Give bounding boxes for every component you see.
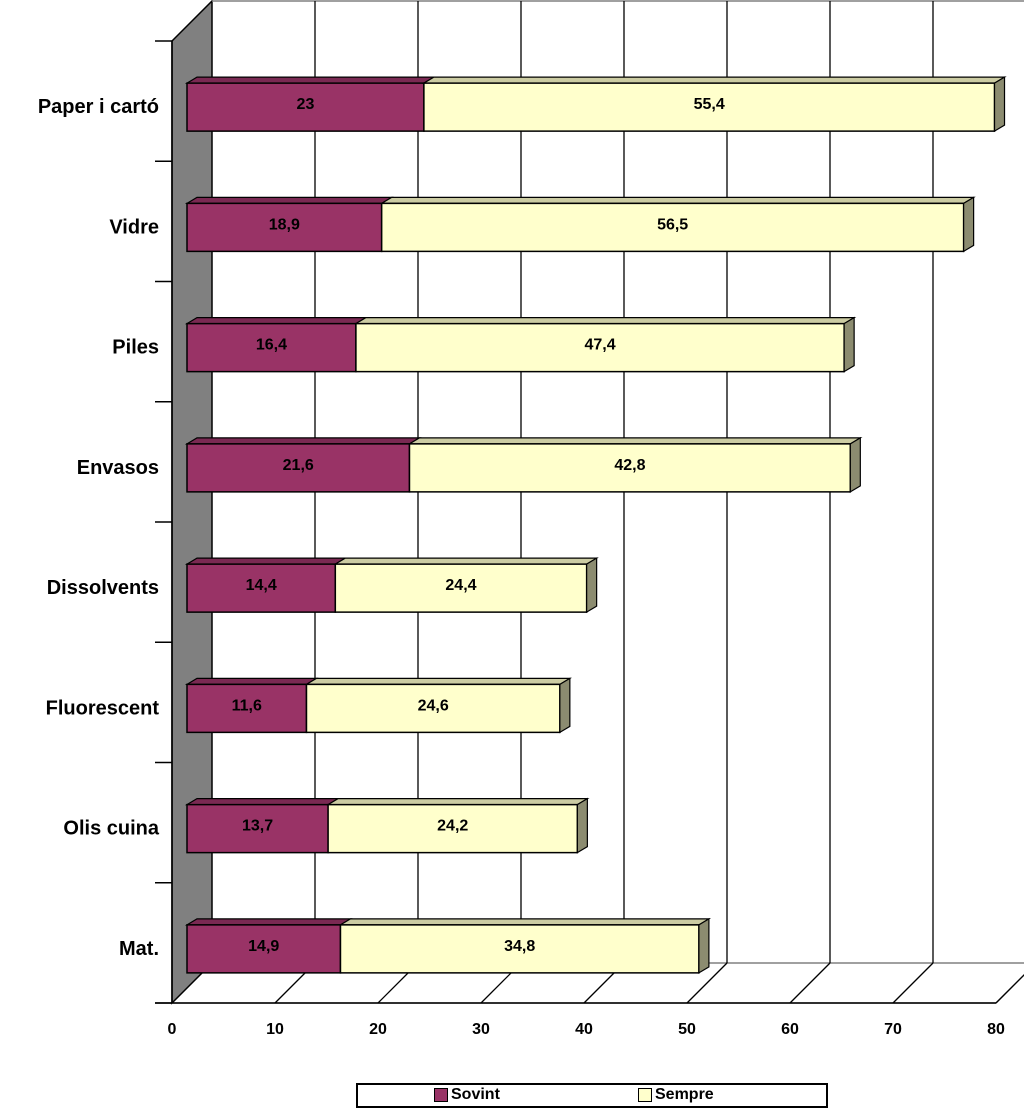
bars: [184, 76, 1007, 974]
data-label-sovint-3: 21,6: [283, 457, 314, 474]
bar-top-sovint-6: [184, 798, 341, 806]
bar-side-5: [559, 677, 571, 734]
bar-top-sovint-3: [184, 437, 422, 445]
legend-item-sovint: Sovint: [434, 1086, 500, 1104]
bar-sempre-2: [355, 322, 845, 373]
legend-swatch-sempre: [638, 1088, 652, 1102]
legend-swatch-sovint: [434, 1088, 448, 1102]
category-label-0: Paper i cartó: [38, 96, 159, 118]
bar-sempre-6: [327, 803, 579, 854]
category-label-7: Mat.: [119, 938, 159, 960]
category-label-5: Fluorescent: [46, 697, 160, 719]
x-tick-label-0: 0: [168, 1021, 177, 1038]
data-label-sempre-0: 55,4: [694, 96, 725, 113]
floor-gridline-60: [789, 962, 831, 1004]
bar-top-sempre-3: [407, 437, 863, 445]
bar-top-sovint-7: [184, 918, 353, 926]
category-label-1: Vidre: [109, 216, 159, 238]
floor-gridline-50: [686, 962, 728, 1004]
x-tick-label-10: 10: [266, 1021, 284, 1038]
data-label-sovint-2: 16,4: [256, 337, 287, 354]
bar-sovint-0: [186, 82, 425, 132]
axes: [155, 40, 996, 1004]
data-label-sovint-4: 14,4: [246, 577, 277, 594]
x-tick-label-50: 50: [678, 1021, 696, 1038]
x-tick-label-40: 40: [575, 1021, 593, 1038]
category-label-6: Olis cuina: [63, 818, 159, 840]
bar-side-2: [843, 316, 855, 373]
bar-sovint-4: [186, 563, 337, 613]
data-label-sovint-6: 13,7: [242, 818, 273, 835]
category-label-4: Dissolvents: [47, 577, 159, 599]
bar-sempre-4: [334, 563, 588, 613]
bar-sempre-3: [408, 443, 852, 493]
bar-top-sempre-5: [304, 677, 573, 685]
x-tick-label-80: 80: [987, 1021, 1005, 1038]
data-label-sempre-6: 24,2: [437, 818, 468, 835]
bar-sovint-2: [186, 322, 357, 373]
category-label-3: Envasos: [77, 457, 159, 479]
bar-side-3: [849, 436, 861, 493]
data-label-sovint-7: 14,9: [248, 938, 279, 955]
legend-item-sempre: Sempre: [638, 1086, 714, 1104]
data-label-sempre-4: 24,4: [445, 577, 476, 594]
data-label-sempre-1: 56,5: [657, 216, 688, 233]
bar-side-1: [963, 196, 975, 253]
data-label-sempre-5: 24,6: [418, 697, 449, 714]
bar-top-sovint-1: [184, 196, 394, 204]
bar-sempre-1: [380, 202, 965, 253]
data-label-sempre-7: 34,8: [504, 938, 535, 955]
bar-top-sovint-2: [184, 317, 369, 325]
bar-top-sempre-0: [421, 76, 1007, 84]
bar-sovint-6: [186, 803, 329, 854]
bar-side-0: [993, 76, 1006, 133]
data-label-sovint-0: 23: [297, 96, 315, 113]
bar-top-sempre-2: [353, 317, 857, 325]
bar-sempre-7: [339, 924, 700, 974]
bar-top-sovint-0: [184, 76, 437, 84]
bar-sovint-5: [186, 683, 308, 734]
bar-side-7: [698, 917, 710, 974]
floor-gridline-80: [995, 974, 1024, 1004]
data-label-sempre-2: 47,4: [584, 337, 615, 354]
bar-top-sovint-4: [184, 557, 348, 565]
data-label-sempre-3: 42,8: [614, 457, 645, 474]
x-tick-label-30: 30: [472, 1021, 490, 1038]
bar-sovint-7: [186, 924, 342, 974]
x-tick-label-60: 60: [781, 1021, 799, 1038]
legend-label-sovint: Sovint: [451, 1086, 500, 1103]
data-label-sovint-1: 18,9: [269, 216, 300, 233]
bar-sempre-5: [305, 683, 561, 734]
x-tick-label-70: 70: [884, 1021, 902, 1038]
bar-top-sempre-4: [333, 557, 599, 565]
labels: 0 10 20 30 40 50 60 70 80 23 55,4 Paper i cartó 18,9…: [38, 96, 1005, 1038]
bar-top-sovint-5: [184, 677, 319, 685]
bar-sempre-0: [423, 82, 996, 132]
bar-sovint-3: [186, 443, 411, 493]
legend-label-sempre: Sempre: [655, 1086, 714, 1103]
legend: Sovint Sempre: [356, 1083, 828, 1108]
bar-top-sempre-7: [338, 918, 712, 926]
bar-side-4: [586, 557, 598, 614]
bar-top-sempre-1: [379, 196, 976, 204]
data-label-sovint-5: 11,6: [232, 697, 262, 714]
bar-top-sempre-6: [325, 798, 590, 806]
floor-gridline-70: [892, 962, 934, 1004]
category-label-2: Piles: [112, 337, 159, 359]
x-tick-label-20: 20: [369, 1021, 387, 1038]
bar-side-6: [576, 797, 588, 854]
